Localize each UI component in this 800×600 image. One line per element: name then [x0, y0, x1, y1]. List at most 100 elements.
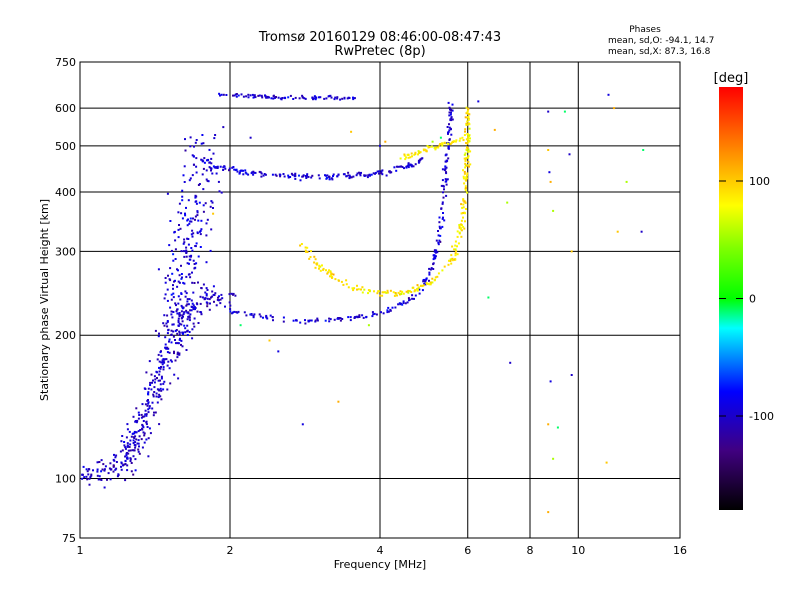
echo-point: [332, 173, 335, 176]
echo-point: [96, 461, 99, 464]
y-tick-label: 75: [62, 532, 76, 545]
echo-point: [367, 324, 370, 327]
echo-point: [342, 283, 345, 286]
echo-point: [184, 327, 187, 330]
echo-point: [132, 442, 135, 444]
echo-point: [184, 138, 186, 141]
echo-point: [159, 383, 162, 386]
echo-point: [172, 296, 175, 299]
echo-point: [81, 477, 84, 480]
echo-point: [441, 225, 444, 228]
echo-point: [200, 219, 203, 222]
echo-point: [371, 311, 374, 314]
echo-point: [205, 294, 208, 297]
echo-point: [170, 329, 173, 332]
echo-point: [195, 302, 198, 305]
echo-point: [625, 180, 628, 183]
echo-point: [234, 93, 237, 96]
echo-point: [208, 161, 211, 164]
echo-point: [193, 267, 196, 270]
echo-point: [196, 214, 199, 217]
echo-point: [181, 189, 184, 192]
echo-point: [88, 477, 91, 480]
echo-point: [203, 298, 206, 301]
echo-point: [466, 133, 469, 136]
echo-point: [325, 97, 328, 100]
echo-point: [145, 438, 148, 441]
echo-point: [253, 171, 256, 174]
echo-point: [156, 401, 159, 404]
echo-point: [394, 292, 397, 294]
echo-point: [465, 208, 467, 210]
echo-point: [441, 217, 444, 220]
echo-point: [422, 284, 425, 287]
echo-point: [265, 96, 268, 99]
echo-point: [438, 225, 441, 228]
echo-point: [188, 298, 191, 301]
echo-point: [570, 250, 573, 253]
echo-point: [325, 269, 327, 272]
echo-point: [467, 119, 470, 121]
echo-point: [425, 277, 428, 280]
echo-point: [403, 167, 405, 170]
echo-point: [143, 434, 146, 437]
echo-point: [156, 371, 159, 374]
echo-point: [126, 442, 129, 445]
echo-point: [440, 207, 443, 210]
echo-point: [439, 240, 442, 243]
echo-point: [466, 123, 469, 126]
echo-point: [326, 174, 329, 177]
echo-point: [181, 314, 184, 317]
echo-point: [228, 167, 231, 170]
echo-point: [450, 117, 453, 120]
echo-point: [418, 159, 421, 162]
echo-point: [359, 174, 362, 177]
echo-point: [442, 216, 444, 219]
echo-point: [100, 459, 103, 462]
echo-point: [191, 271, 193, 274]
echo-point: [115, 467, 118, 470]
echo-point: [398, 293, 401, 296]
echo-point: [441, 269, 444, 272]
echo-point: [159, 395, 162, 398]
echo-point: [431, 140, 434, 143]
echo-point: [185, 249, 188, 252]
echo-point: [170, 249, 173, 252]
echo-point: [172, 311, 175, 313]
echo-point: [464, 162, 467, 165]
echo-point: [137, 411, 140, 414]
echo-point: [428, 283, 431, 286]
y-tick-label: 100: [55, 473, 76, 486]
echo-point: [205, 169, 208, 172]
echo-point: [451, 118, 454, 121]
echo-point: [336, 175, 339, 178]
echo-point: [367, 289, 370, 292]
echo-point: [339, 98, 342, 101]
echo-point: [449, 127, 452, 130]
echo-point: [194, 307, 197, 309]
echo-point: [416, 289, 419, 292]
echo-point: [456, 230, 459, 233]
echo-point: [314, 266, 317, 269]
echo-point: [389, 289, 392, 292]
echo-point: [183, 165, 186, 168]
echo-point: [448, 129, 451, 132]
echo-point: [124, 455, 127, 458]
echo-point: [195, 262, 198, 265]
echo-point: [371, 315, 374, 318]
echo-point: [448, 259, 450, 262]
echo-point: [316, 317, 319, 320]
echo-point: [259, 315, 262, 318]
echo-point: [173, 231, 176, 234]
echo-point: [218, 190, 221, 193]
echo-point: [466, 147, 469, 150]
echo-point: [430, 267, 433, 270]
echo-point: [192, 155, 195, 158]
echo-point: [283, 96, 286, 99]
echo-point: [464, 128, 467, 131]
echo-point: [425, 282, 428, 285]
echo-point: [185, 304, 188, 307]
echo-point: [306, 174, 308, 177]
echo-point: [450, 119, 453, 122]
echo-point: [192, 232, 195, 235]
